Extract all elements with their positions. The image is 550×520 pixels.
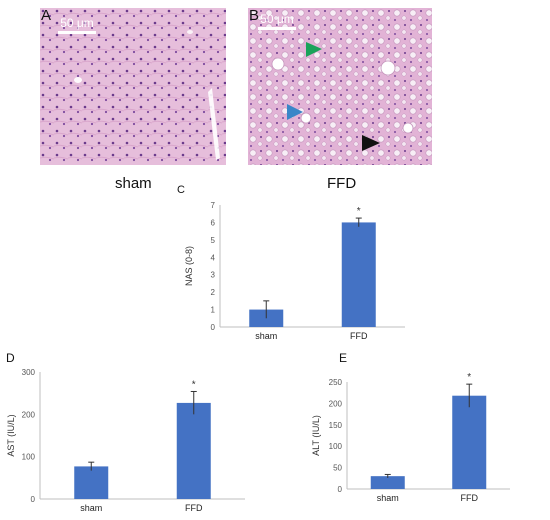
y-tick-label: 1 [211,306,216,315]
x-tick-label: FFD [461,493,479,503]
image-caption-ffd: FFD [327,175,357,192]
panel-label-b: B [249,7,260,24]
x-tick-label: sham [80,503,102,512]
y-tick-label: 3 [211,271,216,280]
scale-line-a [58,31,96,34]
y-axis-label: NAS (0-8) [184,246,194,286]
significance-marker: * [467,372,471,383]
y-tick-label: 0 [211,323,216,332]
y-tick-label: 100 [22,453,36,462]
y-tick-label: 6 [211,218,216,227]
x-tick-label: sham [255,331,277,340]
y-tick-label: 5 [211,236,216,245]
y-tick-label: 0 [31,495,36,504]
bar-sham [74,466,109,499]
y-axis-label: AST (IU/L) [6,414,16,456]
y-tick-label: 2 [211,288,216,297]
y-tick-label: 50 [333,464,342,473]
panel-label-a: A [41,7,52,24]
y-tick-label: 150 [329,421,343,430]
bar-chart-ast: 0 100 200 300 AST (IU/L) sham FFD * [6,368,245,512]
histology-image-ffd [248,8,432,165]
scale-bar-a: 50 μm [58,16,96,34]
scale-bar-b: 50 μm [258,12,296,30]
x-tick-label: FFD [350,331,368,340]
y-tick-label: 4 [211,253,216,262]
histology-texture-sham [40,8,226,165]
y-tick-label: 200 [22,410,36,419]
y-tick-label: 7 [211,201,216,210]
significance-marker: * [192,379,196,390]
y-tick-label: 300 [22,368,36,377]
scale-label-a: 50 μm [60,16,94,30]
bar-ffd [176,402,211,499]
x-tick-label: FFD [185,503,203,512]
histology-texture-ffd [248,8,432,165]
bar-chart-alt: 0 50 100 150 200 250 ALT (IU/L) sham FFD * [311,372,510,503]
y-tick-label: 200 [329,399,343,408]
x-tick-label: sham [377,493,399,503]
y-axis-label: ALT (IU/L) [311,415,321,456]
y-tick-label: 250 [329,378,343,387]
histology-image-sham [40,8,226,165]
bar-sham [370,476,405,489]
panel-label-e: E [339,351,348,365]
bar-ffd [341,222,376,327]
panel-label-c: C [177,184,185,196]
scale-label-b: 50 μm [260,12,294,26]
y-tick-label: 0 [338,485,343,494]
image-caption-sham: sham [115,175,152,192]
bar-ffd [452,395,487,489]
scale-line-b [258,27,296,30]
bar-chart-nas: 0 1 2 3 4 5 6 7 NAS (0-8) sham FFD * [184,201,405,340]
significance-marker: * [357,206,361,217]
y-tick-label: 100 [329,442,343,451]
panel-label-d: D [6,351,15,365]
